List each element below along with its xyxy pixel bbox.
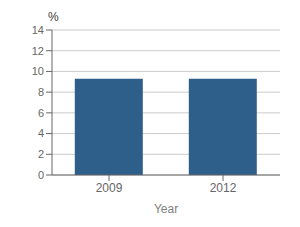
svg-text:4: 4	[38, 127, 44, 139]
svg-text:2: 2	[38, 148, 44, 160]
svg-text:10: 10	[32, 65, 44, 77]
svg-text:0: 0	[38, 169, 44, 181]
svg-text:6: 6	[38, 107, 44, 119]
svg-text:8: 8	[38, 86, 44, 98]
svg-text:2012: 2012	[210, 181, 237, 195]
svg-text:14: 14	[32, 24, 44, 36]
svg-text:12: 12	[32, 45, 44, 57]
svg-text:Year: Year	[154, 202, 178, 216]
svg-text:2009: 2009	[96, 181, 123, 195]
